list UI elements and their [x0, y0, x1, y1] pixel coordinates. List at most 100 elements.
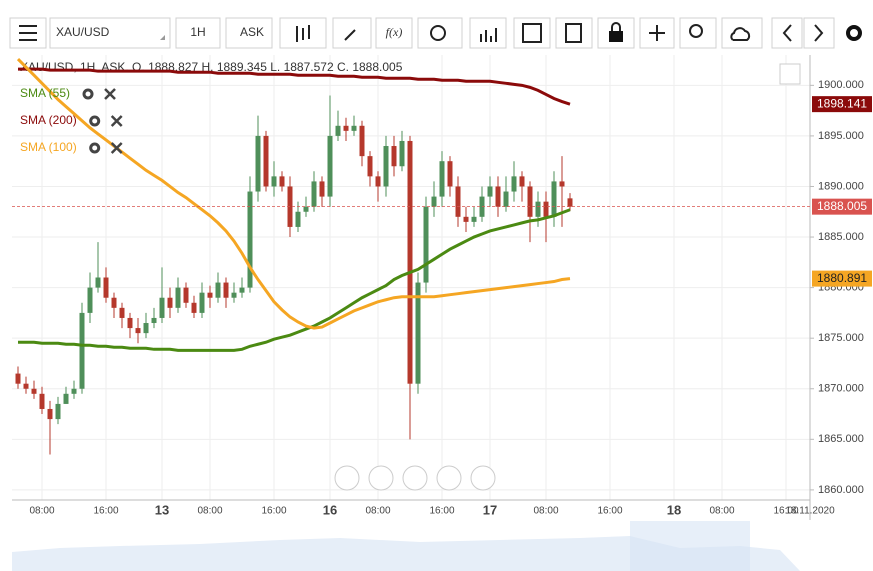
- symbol: XAU/USD: [56, 25, 110, 39]
- candle-body: [15, 373, 21, 384]
- candle-body: [263, 135, 269, 187]
- zoom-button[interactable]: [679, 17, 717, 49]
- candle-body: [567, 198, 573, 207]
- candle-body: [487, 186, 493, 197]
- ohlc-label: C.: [337, 60, 349, 74]
- sma-value-box: [812, 270, 872, 287]
- x-tick-label: 16:00: [93, 506, 118, 517]
- plot: [15, 57, 573, 455]
- zoom-icon: [689, 24, 703, 38]
- candle-body: [375, 176, 381, 187]
- candle-body: [439, 161, 445, 197]
- candle-body: [175, 287, 181, 308]
- candle-body: [559, 181, 565, 187]
- legend-entry: SMA (55): [20, 86, 70, 100]
- forward-button[interactable]: [803, 17, 835, 49]
- candle-body: [303, 206, 309, 212]
- candle-body: [503, 191, 509, 207]
- legend-remove[interactable]: [104, 88, 116, 100]
- price-type: ASK: [240, 25, 264, 39]
- settings-icon[interactable]: [846, 25, 862, 41]
- legend-remove[interactable]: [110, 142, 123, 154]
- y-tick-label: 1870.000: [818, 383, 864, 395]
- bars-icon: [480, 28, 497, 42]
- info-icon: [430, 25, 446, 41]
- reset[interactable]: [402, 465, 428, 491]
- cloud-button[interactable]: [721, 17, 763, 49]
- candle-body: [519, 176, 525, 187]
- candle-body: [31, 388, 37, 394]
- candle-body: [207, 292, 213, 298]
- x-tick-label: 08:00: [365, 506, 390, 517]
- scroll-left[interactable]: [334, 465, 360, 491]
- navigator-window[interactable]: [630, 521, 750, 571]
- legend-entry: SMA (100): [20, 140, 77, 154]
- timeframe: 1H: [190, 25, 205, 39]
- candle-body: [383, 146, 389, 187]
- pen-icon: [344, 29, 356, 41]
- candle-body: [23, 383, 29, 389]
- candle-body: [255, 135, 261, 192]
- legend-remove[interactable]: [110, 115, 123, 127]
- candle-body: [535, 201, 541, 217]
- candle-body: [431, 196, 437, 207]
- forward-icon: [814, 24, 824, 42]
- candle-body: [351, 125, 357, 131]
- candle-body: [247, 191, 253, 288]
- scroll-right[interactable]: [470, 465, 496, 491]
- sma-value-box: [812, 96, 872, 113]
- candle-body: [271, 176, 277, 187]
- candle-body: [527, 186, 533, 217]
- indicators-button[interactable]: [375, 17, 413, 49]
- volume-button[interactable]: [469, 17, 507, 49]
- candle-body: [223, 282, 229, 298]
- price-type-button[interactable]: [225, 17, 273, 49]
- ohlc-value: 1889.345: [217, 60, 267, 74]
- expand-button[interactable]: [779, 63, 801, 85]
- y-tick-label: 1865.000: [818, 433, 864, 445]
- candle-body: [343, 125, 349, 131]
- y-tick-label: 1860.000: [818, 484, 864, 496]
- calendar-button[interactable]: [513, 17, 551, 49]
- x-tick-label: 08:00: [533, 506, 558, 517]
- candle-body: [199, 292, 205, 313]
- sma-line: [16, 57, 571, 330]
- candle-body: [127, 317, 133, 329]
- candle-body: [295, 211, 301, 227]
- back-button[interactable]: [771, 17, 803, 49]
- candle-body: [415, 282, 421, 384]
- cloud-icon: [730, 27, 751, 41]
- candle-body: [543, 201, 549, 217]
- candle-body: [111, 297, 117, 308]
- sma-value-label: 1898.141: [817, 96, 867, 110]
- candle-body: [335, 125, 341, 136]
- y-tick-label: 1900.000: [818, 79, 864, 91]
- zoom-in[interactable]: [436, 465, 462, 491]
- candle-body: [55, 403, 61, 420]
- legend-settings[interactable]: [89, 142, 101, 154]
- candle-body: [231, 292, 237, 298]
- candle-body: [103, 277, 109, 298]
- candle-body: [391, 146, 397, 167]
- ohlc-label: L.: [270, 60, 280, 74]
- x-tick-label: 16:00: [261, 506, 286, 517]
- template-button[interactable]: [555, 17, 593, 49]
- legend-settings[interactable]: [89, 115, 101, 127]
- dropdown-arrow: [160, 35, 165, 40]
- info-button[interactable]: [417, 17, 463, 49]
- x-tick-label: 13: [155, 502, 169, 517]
- x-tick-label: 08:00: [709, 506, 734, 517]
- x-tick-label: 16:00: [773, 506, 798, 517]
- candle-body: [71, 388, 77, 394]
- candle-body: [159, 297, 165, 318]
- candle-body: [407, 140, 413, 384]
- candle-body: [455, 186, 461, 217]
- symbol-select[interactable]: [49, 17, 171, 49]
- zoom-out[interactable]: [368, 465, 394, 491]
- lock-icon: [609, 31, 623, 42]
- ohlc-value: 1887.572: [284, 60, 334, 74]
- timeframe-button[interactable]: [175, 17, 221, 49]
- candle-body: [135, 328, 141, 334]
- legend-settings[interactable]: [82, 88, 94, 100]
- ohlc-label: H.: [201, 60, 213, 74]
